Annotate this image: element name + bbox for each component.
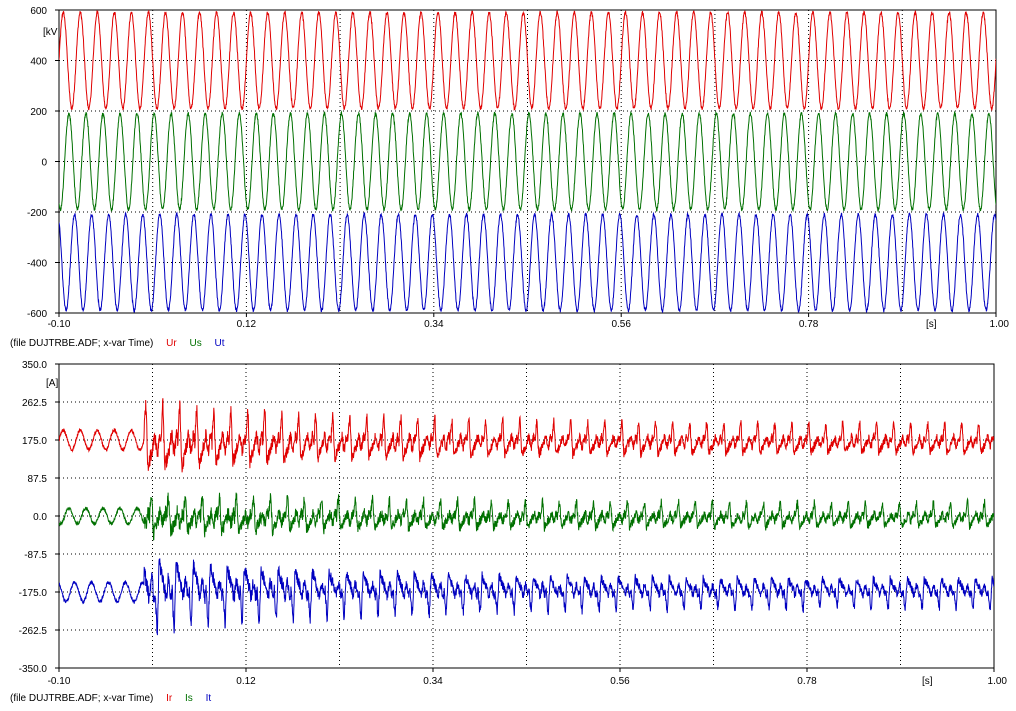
y-tick-label: -175.0 bbox=[19, 588, 48, 599]
y-tick-label: 0 bbox=[41, 158, 47, 169]
y-tick-label: -600 bbox=[27, 309, 47, 320]
y-unit-label: [kV bbox=[43, 27, 58, 38]
caption-prefix: (file DUJTRBE.ADF; x-var Time) bbox=[10, 338, 154, 349]
y-tick-label: -262.5 bbox=[19, 626, 48, 637]
x-tick-label: 0.56 bbox=[610, 676, 630, 687]
voltage-plot: 600 400 200 0 -200 -400 -600-0.10 0.12 0.34 0.56 0… bbox=[27, 6, 1009, 330]
y-tick-label: 0.0 bbox=[33, 512, 47, 523]
y-tick-label: -87.5 bbox=[24, 550, 47, 561]
y-tick-label: 600 bbox=[30, 6, 47, 17]
current-plot-caption: (file DUJTRBE.ADF; x-var Time) Ir Is It bbox=[10, 693, 211, 704]
series-line-us bbox=[59, 110, 996, 213]
caption-prefix: (file DUJTRBE.ADF; x-var Time) bbox=[10, 693, 154, 704]
voltage-plot-caption: (file DUJTRBE.ADF; x-var Time) Ur Us Ut bbox=[10, 338, 224, 349]
series-line-ir bbox=[59, 398, 994, 473]
y-tick-label: 350.0 bbox=[22, 360, 47, 371]
legend-is: Is bbox=[185, 693, 193, 704]
y-tick-label: -400 bbox=[27, 259, 47, 270]
x-tick-label: 0.56 bbox=[611, 319, 631, 330]
series-line-it bbox=[59, 558, 994, 636]
y-tick-label: 400 bbox=[30, 57, 47, 68]
y-tick-label: 175.0 bbox=[22, 436, 47, 447]
x-tick-label: 0.12 bbox=[236, 676, 256, 687]
legend-ur: Ur bbox=[166, 338, 177, 349]
y-tick-label: 87.5 bbox=[28, 474, 48, 485]
legend-ir: Ir bbox=[166, 693, 173, 704]
current-plot: 350.0 262.5 175.0 87.5 0.0 -87.5 -175.0 -262.5 -… bbox=[19, 360, 1008, 687]
x-unit-label: [s] bbox=[926, 319, 937, 330]
legend-it: It bbox=[205, 693, 212, 704]
x-tick-label: -0.10 bbox=[48, 319, 71, 330]
x-tick-label: 0.78 bbox=[797, 676, 817, 687]
x-tick-label: 1.00 bbox=[988, 676, 1008, 687]
x-tick-label: 0.12 bbox=[237, 319, 257, 330]
x-tick-label: 0.34 bbox=[423, 676, 443, 687]
x-tick-label: 0.78 bbox=[799, 319, 819, 330]
x-tick-label: -0.10 bbox=[48, 676, 71, 687]
x-unit-label: [s] bbox=[922, 676, 933, 687]
series-line-ur bbox=[59, 10, 996, 112]
x-tick-label: 1.00 bbox=[990, 319, 1010, 330]
y-tick-label: -200 bbox=[27, 208, 47, 219]
y-unit-label: [A] bbox=[46, 378, 58, 389]
legend-ut: Ut bbox=[214, 338, 225, 349]
legend-us: Us bbox=[189, 338, 202, 349]
y-tick-label: 200 bbox=[30, 107, 47, 118]
y-tick-label: 262.5 bbox=[22, 398, 47, 409]
y-tick-label: -350.0 bbox=[19, 664, 48, 675]
series-line-is bbox=[59, 492, 994, 541]
x-tick-label: 0.34 bbox=[424, 319, 444, 330]
series-line-ut bbox=[59, 211, 996, 313]
